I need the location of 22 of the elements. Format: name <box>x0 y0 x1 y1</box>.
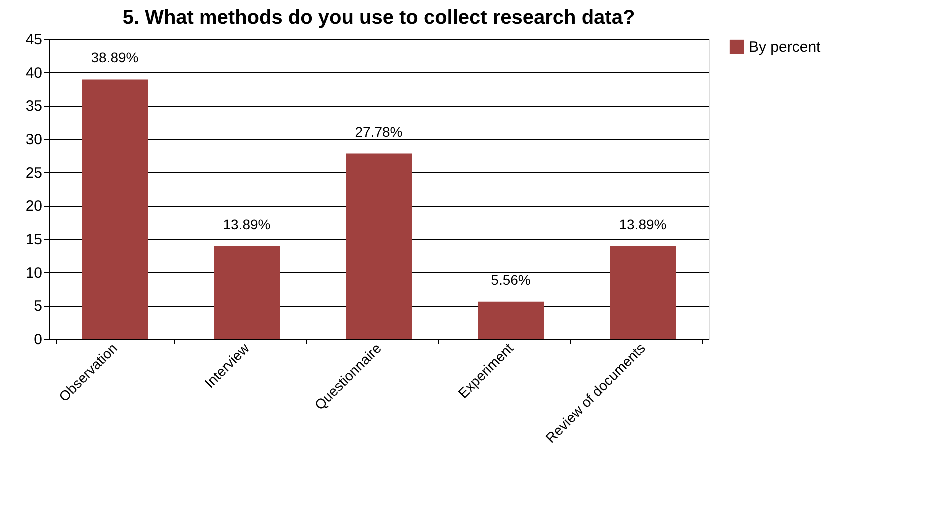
text: 38.89% <box>91 50 139 66</box>
text: 27.78% <box>355 124 403 140</box>
bar <box>82 80 148 339</box>
y-tick-label: 5 <box>34 298 42 316</box>
bar <box>214 246 280 339</box>
legend-label: By percent <box>749 39 822 56</box>
y-tick-label: 25 <box>26 164 42 182</box>
text: 13.89% <box>619 216 667 232</box>
y-tick-label: 0 <box>34 332 42 348</box>
text: 13.89% <box>223 216 271 232</box>
y-tick-label: 40 <box>26 64 42 82</box>
y-tick-label: 15 <box>26 232 42 248</box>
y-tick-label: 35 <box>26 98 42 116</box>
y-tick-label: 10 <box>26 264 42 282</box>
y-tick-label: 30 <box>26 132 42 148</box>
chart-title: 5. What methods do you use to collect research data? <box>122 7 636 29</box>
bar <box>346 154 412 339</box>
y-tick-label: 45 <box>26 32 42 48</box>
text: 5.56% <box>491 272 531 288</box>
bar <box>478 302 544 339</box>
bar <box>610 246 676 339</box>
y-tick-label: 20 <box>26 198 42 216</box>
